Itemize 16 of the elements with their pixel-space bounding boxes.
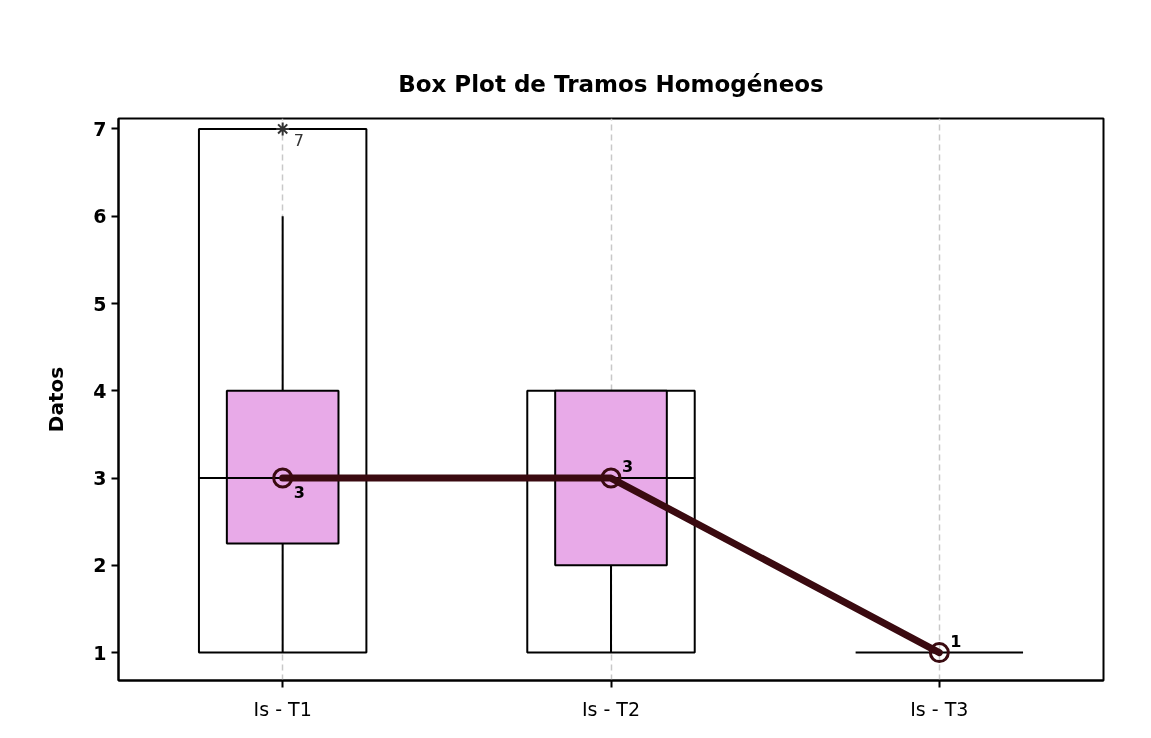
data-label: 3: [622, 457, 634, 477]
x-tick-label: Is - T1: [253, 697, 312, 720]
y-tick-label: 2: [93, 554, 107, 577]
y-tick-label: 3: [93, 467, 107, 490]
chart-title: Box Plot de Tramos Homogéneos: [398, 70, 824, 97]
y-tick-label: 1: [93, 641, 107, 664]
y-tick-label: 5: [93, 292, 107, 315]
x-tick-label: Is - T2: [581, 697, 641, 720]
data-label: 3: [293, 483, 305, 503]
data-label: 1: [950, 631, 962, 651]
x-tick-label: Is - T3: [910, 697, 969, 720]
annotation: 7: [293, 130, 304, 150]
y-axis-title: Datos: [44, 366, 69, 433]
y-tick-label: 4: [93, 379, 107, 402]
y-tick-label: 7: [93, 117, 107, 140]
y-tick-label: 6: [93, 205, 107, 228]
